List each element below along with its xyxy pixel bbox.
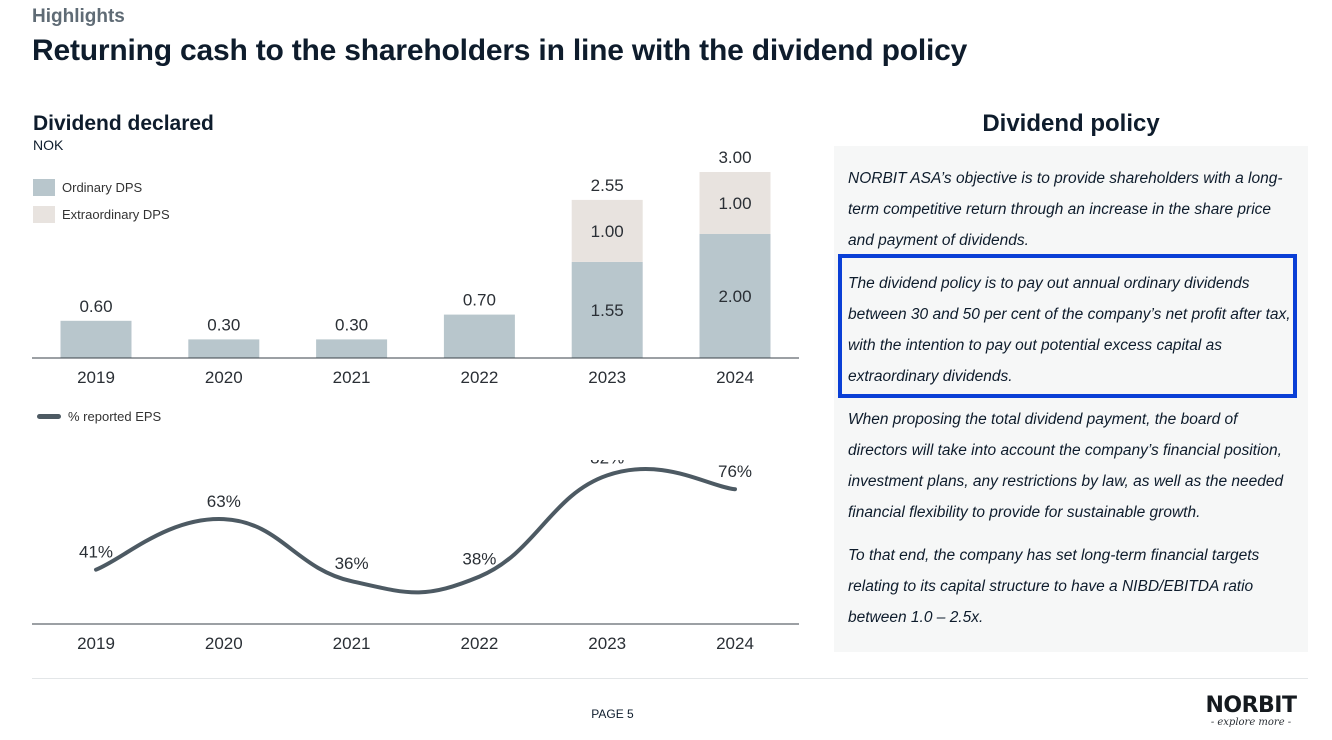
line-x-tick-2024: 2024 (716, 634, 754, 653)
bar-segment-label-2024: 2.00 (718, 287, 751, 306)
bar-ordinary-2021 (316, 339, 388, 358)
logo-wordmark: NORBIT (1205, 693, 1297, 718)
legend-label-eps: % reported EPS (68, 409, 162, 424)
policy-paragraph-targets: To that end, the company has set long-te… (848, 547, 1260, 626)
eps-series-line (94, 467, 737, 595)
eps-point-label-2022: 38% (462, 550, 496, 569)
bar-ordinary-2023 (571, 261, 643, 358)
bar-segment-label-2023: 1.55 (591, 301, 624, 320)
section-label: Highlights (32, 6, 125, 27)
bar-x-tick-2019: 2019 (77, 368, 115, 387)
line-x-tick-2021: 2021 (333, 634, 371, 653)
bar-ordinary-2019 (60, 320, 132, 358)
footer-divider (32, 678, 1308, 679)
bar-ordinary-2022 (443, 314, 515, 358)
bar-x-tick-2020: 2020 (205, 368, 243, 387)
eps-point-label-2024: 76% (718, 462, 752, 481)
policy-panel (834, 146, 1308, 652)
policy-title: Dividend policy (982, 110, 1160, 137)
bar-chart-title: Dividend declared (33, 112, 214, 135)
bar-segment-label-2024: 1.00 (718, 194, 751, 213)
policy-paragraph-dividend-policy: The dividend policy is to pay out annual… (848, 275, 1291, 385)
bar-x-tick-2023: 2023 (588, 368, 626, 387)
legend-eps: % reported EPS (37, 409, 161, 424)
line-x-tick-2019: 2019 (77, 634, 115, 653)
bar-chart-unit: NOK (33, 137, 64, 153)
bar-x-tick-2021: 2021 (333, 368, 371, 387)
bar-total-label-2023: 2.55 (591, 176, 624, 195)
page-number: PAGE 5 (591, 707, 634, 721)
bar-extraordinary-2023 (571, 199, 643, 262)
slide-title: Returning cash to the shareholders in li… (32, 34, 968, 67)
logo-tagline: - explore more - (1210, 717, 1292, 728)
legend-swatch-extraordinary (33, 206, 55, 223)
legend-swatch-eps (37, 414, 61, 419)
eps-line-chart: 41% 2019 63% 2020 36% 2021 38% 2022 82% 2023 76% 20… (32, 460, 799, 653)
legend-extraordinary-dps: Extraordinary DPS (33, 206, 170, 223)
line-x-tick-2020: 2020 (205, 634, 243, 653)
eps-point-label-2023: 82% (590, 460, 624, 467)
dividend-bar-chart: 0.60 2019 0.30 2020 0.30 2021 0.70 2022 1.55 1.00… (32, 148, 799, 387)
legend-ordinary-dps: Ordinary DPS (33, 179, 142, 196)
norbit-logo: NORBIT - explore more - (1196, 693, 1306, 729)
bar-segment-label-2023: 1.00 (591, 222, 624, 241)
bar-extraordinary-2024 (699, 172, 771, 234)
bar-total-label-2019: 0.60 (79, 297, 112, 316)
eps-point-label-2020: 63% (207, 492, 241, 511)
bar-total-label-2022: 0.70 (463, 291, 496, 310)
bar-x-tick-2024: 2024 (716, 368, 754, 387)
line-x-tick-2022: 2022 (460, 634, 498, 653)
bar-total-label-2021: 0.30 (335, 315, 368, 334)
bar-ordinary-2020 (188, 339, 260, 358)
line-x-tick-2023: 2023 (588, 634, 626, 653)
policy-paragraph-objective: NORBIT ASA’s objective is to provide sha… (848, 170, 1283, 249)
legend-swatch-ordinary (33, 179, 55, 196)
policy-paragraph-board: When proposing the total dividend paymen… (848, 411, 1284, 521)
bar-x-tick-2022: 2022 (460, 368, 498, 387)
bar-total-label-2020: 0.30 (207, 315, 240, 334)
highlight-box (838, 254, 1297, 398)
bar-total-label-2024: 3.00 (718, 148, 751, 167)
legend-label-ordinary: Ordinary DPS (62, 180, 143, 195)
bar-ordinary-2024 (699, 234, 771, 358)
eps-point-label-2019: 41% (79, 543, 113, 562)
eps-point-label-2021: 36% (335, 554, 369, 573)
legend-label-extraordinary: Extraordinary DPS (62, 207, 170, 222)
